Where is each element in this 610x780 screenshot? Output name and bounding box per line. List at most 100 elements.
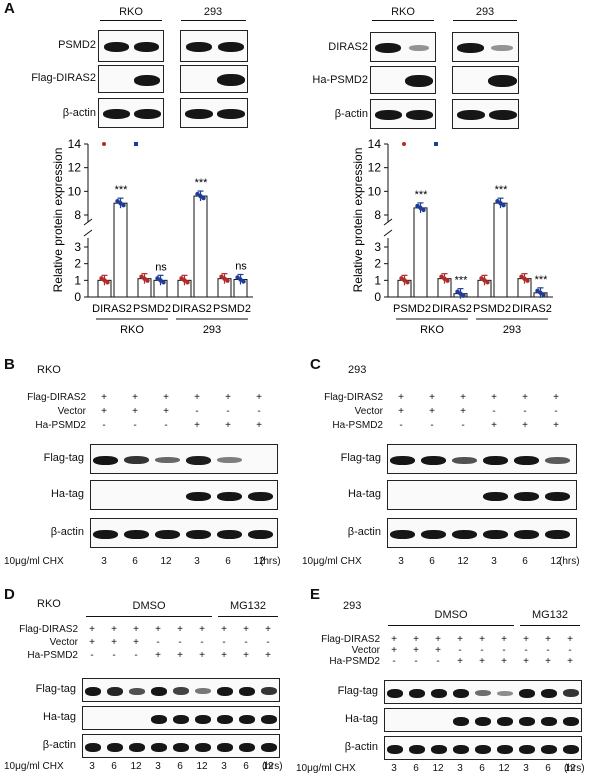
y-tick-label: 2 xyxy=(74,257,81,271)
panel_d-blot-label: β-actin xyxy=(42,739,76,751)
legend-marker-control xyxy=(102,142,106,146)
panel_c-blot-label: Ha-tag xyxy=(347,488,381,500)
panel_c-blot-label: Flag-tag xyxy=(340,452,381,464)
data-point xyxy=(241,279,246,284)
panel_c-time-label: 3 xyxy=(398,556,404,567)
panel_c-blot-label: β-actin xyxy=(347,526,381,538)
panel_e-blot-label: β-actin xyxy=(344,741,378,753)
category-label: PSMD2 xyxy=(213,303,251,315)
panel_e-time-label: 3 xyxy=(391,763,397,774)
panel_c-cond-mark: - xyxy=(430,420,434,431)
panel_d-blot-strip xyxy=(82,706,280,730)
panel_b-cond-mark: + xyxy=(194,420,200,431)
panel_b-band xyxy=(216,491,242,501)
panel_d-time-label: 3 xyxy=(221,761,227,772)
panel_c-cond-label: Flag-DIRAS2 xyxy=(324,392,383,403)
panel_d-cond-mark: + xyxy=(89,624,95,635)
panel_e-band xyxy=(519,688,535,698)
panel_d-time-label: 6 xyxy=(243,761,249,772)
panel_e-mg132-bracket xyxy=(520,625,580,626)
panel_b-time-label: 12 xyxy=(160,556,172,567)
panel_b-label: B xyxy=(4,356,15,373)
panel_d-cond-mark: + xyxy=(177,624,183,635)
panel_b-cond-mark: - xyxy=(195,406,199,417)
panel_c-cell-line: 293 xyxy=(348,364,367,376)
panel_e-cond-mark: + xyxy=(479,656,485,667)
panel_e-time-label: 6 xyxy=(545,763,551,774)
panel_b-time-label: 6 xyxy=(132,556,138,567)
panel_b-band xyxy=(216,529,242,539)
panel_d-band xyxy=(239,686,255,696)
panel_c-band xyxy=(544,456,570,464)
panel_c-cond-mark: - xyxy=(554,406,558,417)
group-label: 293 xyxy=(503,324,521,336)
panel_e-band xyxy=(387,744,403,754)
panel_b-blot-strip xyxy=(90,480,278,510)
panel_b-cond-mark: - xyxy=(164,420,168,431)
panel_b-cond-mark: + xyxy=(225,420,231,431)
panel_e-band xyxy=(431,688,447,698)
panel_c-cond-label: Vector xyxy=(354,406,383,417)
panel_c-chx-label: 10μg/ml CHX xyxy=(302,556,362,567)
a-left-blot-actin-293 xyxy=(180,98,248,128)
panel_b-cond-mark: + xyxy=(132,392,138,403)
panel_d-cond-mark: + xyxy=(221,650,227,661)
panel_c-cond-mark: + xyxy=(522,420,528,431)
panel_e-cond-mark: - xyxy=(568,645,572,656)
panel_d-band xyxy=(85,686,101,696)
panel_e-cond-mark: + xyxy=(501,656,507,667)
panel_d-cond-mark: + xyxy=(155,650,161,661)
panel_e-cond-mark: + xyxy=(523,656,529,667)
panel_c-band xyxy=(544,491,570,501)
panel_b-cond-mark: - xyxy=(226,406,230,417)
a-right-blot-actin-rko xyxy=(370,99,436,129)
panel_d-mg132-bracket xyxy=(218,616,278,617)
panel_d-cond-mark: + xyxy=(89,637,95,648)
panel_d-cond-mark: + xyxy=(243,624,249,635)
panel_e-band xyxy=(563,716,579,726)
panel_e-band xyxy=(475,744,491,754)
panel_d-band xyxy=(173,742,189,752)
panel_d-cond-mark: + xyxy=(177,650,183,661)
panel_d-time-label: 6 xyxy=(177,761,183,772)
panel_d-band xyxy=(195,714,211,724)
a-right-cell-293: 293 xyxy=(475,6,495,18)
panel_e-cond-mark: + xyxy=(391,645,397,656)
significance-label: *** xyxy=(115,184,129,196)
a-left-row-bactin: β-actin xyxy=(62,107,96,119)
panel_e-band xyxy=(453,688,469,698)
data-point xyxy=(485,280,490,285)
a-right-blot-diras2-293 xyxy=(452,32,519,62)
panel_c-cond-mark: - xyxy=(461,420,465,431)
data-point xyxy=(161,280,166,285)
panel_c-band xyxy=(513,491,539,501)
panel_c-band xyxy=(513,529,539,539)
panel_e-time-label: 3 xyxy=(523,763,529,774)
panel_c-blot-strip xyxy=(387,518,577,548)
panel_b-band xyxy=(92,455,118,465)
panel_e-cond-mark: - xyxy=(480,645,484,656)
panel_d-cond-mark: + xyxy=(221,624,227,635)
panel_b-band xyxy=(247,491,273,501)
a-right-row-ha-psmd2: Ha-PSMD2 xyxy=(312,74,368,86)
panel_c-label: C xyxy=(310,356,321,373)
legend-marker-treated xyxy=(134,142,138,146)
y-tick-label: 12 xyxy=(368,161,382,175)
panel_e-time-label: 12 xyxy=(432,763,444,774)
panel_b-cond-mark: - xyxy=(133,420,137,431)
a-left-blot-psmd2-293 xyxy=(180,30,248,62)
bar-treated xyxy=(113,202,128,298)
panel_b-cond-mark: + xyxy=(256,420,262,431)
panel_e-cond-mark: - xyxy=(524,645,528,656)
panel_e-band xyxy=(541,688,557,698)
panel_e-cond-mark: - xyxy=(502,645,506,656)
panel_d-cond-mark: - xyxy=(156,637,160,648)
panel_b-band xyxy=(154,457,180,463)
panel_d-band xyxy=(217,714,233,724)
panel_e-cond-mark: + xyxy=(435,645,441,656)
bar-treated xyxy=(493,202,508,298)
data-point xyxy=(541,292,546,298)
panel_e-band xyxy=(563,689,579,697)
panel_d-time-label: 12 xyxy=(130,761,142,772)
